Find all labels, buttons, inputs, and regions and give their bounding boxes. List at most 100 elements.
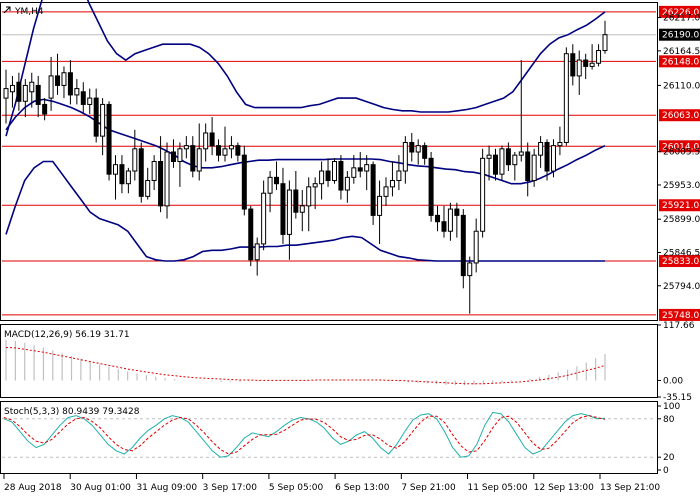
candle-body [319, 170, 325, 185]
candle [55, 53, 61, 95]
candle [145, 167, 151, 200]
stoch-plot [2, 411, 656, 458]
candle-body [435, 214, 441, 223]
candle-body [170, 151, 176, 163]
candle [364, 155, 370, 191]
candle-body [280, 183, 286, 235]
level-label: 26063.0 [662, 111, 699, 121]
candle [87, 88, 93, 114]
candle-body [177, 148, 183, 163]
candle [447, 202, 453, 241]
price-axis: 26226.0 26148.0 26063.0 26014.0 25921.0 25833… [657, 5, 700, 476]
candle [550, 139, 556, 178]
level-label: 25921.0 [662, 201, 699, 211]
candle [389, 161, 395, 197]
x-tick-label: 31 Aug 09:00 [136, 483, 197, 493]
candle-body [306, 186, 312, 207]
candle-body [570, 53, 576, 77]
candle-body [119, 164, 125, 185]
y-tick-label: 25953.0 [663, 181, 700, 191]
candle-body [589, 62, 595, 67]
candle-body [538, 141, 544, 156]
candle [409, 132, 415, 162]
x-tick-label: 6 Sep 13:00 [335, 483, 390, 493]
candle-body [164, 151, 170, 207]
candle-body [441, 221, 447, 232]
chart-menu-arrow-icon[interactable] [3, 6, 11, 14]
candle [183, 136, 189, 159]
candle [319, 161, 325, 200]
candle [158, 136, 164, 213]
candle-body [67, 72, 73, 96]
candle-body [576, 59, 582, 77]
candle [467, 256, 473, 314]
candle [170, 139, 176, 168]
candle-body [415, 145, 421, 153]
candle-body [299, 205, 305, 213]
candle [228, 136, 234, 159]
candle [235, 142, 241, 162]
candle-body [512, 154, 518, 166]
candle-body [583, 59, 589, 67]
candle [422, 142, 428, 165]
candle-body [402, 141, 408, 172]
main-panel-frame [0, 2, 658, 321]
candle [493, 148, 499, 181]
level-label-box [659, 5, 700, 18]
candle [190, 136, 196, 178]
candle [119, 155, 125, 194]
candle-body [351, 167, 357, 178]
candle [499, 145, 505, 181]
candle [293, 171, 299, 219]
candle [570, 44, 576, 86]
x-tick-label: 12 Sep 13:00 [534, 483, 594, 493]
candle [112, 155, 118, 200]
candle-body [364, 164, 370, 172]
candle-body [344, 176, 350, 191]
candle-body [267, 176, 273, 194]
x-tick-label: 13 Sep 21:00 [600, 483, 660, 493]
candle [138, 142, 144, 203]
candle-body [377, 195, 383, 216]
candle-body [183, 145, 189, 150]
candle [274, 161, 280, 191]
candle [415, 139, 421, 165]
candle [222, 126, 228, 162]
candle-body [409, 141, 415, 153]
candle [16, 72, 22, 111]
stoch-y-tick-label: 0 [663, 466, 669, 476]
candle [589, 44, 595, 70]
candle [48, 56, 54, 111]
candle [338, 155, 344, 200]
candle-body [145, 180, 151, 197]
candle [164, 142, 170, 219]
candle [396, 155, 402, 191]
y-tick-label: 26217.0 [663, 14, 700, 24]
candle [29, 72, 35, 108]
candle-body [16, 81, 22, 102]
candle-body [312, 183, 318, 188]
candle-body [9, 84, 15, 93]
candle-body [428, 157, 434, 216]
candle-body [125, 170, 131, 185]
candle-body [235, 145, 241, 156]
level-label-box [659, 199, 700, 212]
level-label: 25833.0 [662, 257, 699, 267]
candle [196, 123, 202, 181]
bollinger-lower [5, 160, 605, 262]
candle [512, 151, 518, 181]
candle-body [383, 186, 389, 197]
candle-body [525, 151, 531, 182]
candle [100, 98, 106, 156]
x-tick-label: 5 Sep 05:00 [269, 483, 324, 493]
candle-body [531, 154, 537, 182]
candle-body [203, 132, 209, 150]
candle-body [100, 103, 106, 137]
candle [67, 60, 73, 105]
macd-y-tick-label: 117.66 [663, 321, 695, 331]
level-label-box [659, 308, 700, 321]
candle [486, 145, 492, 181]
candle [254, 237, 260, 276]
candle-body [518, 151, 524, 156]
